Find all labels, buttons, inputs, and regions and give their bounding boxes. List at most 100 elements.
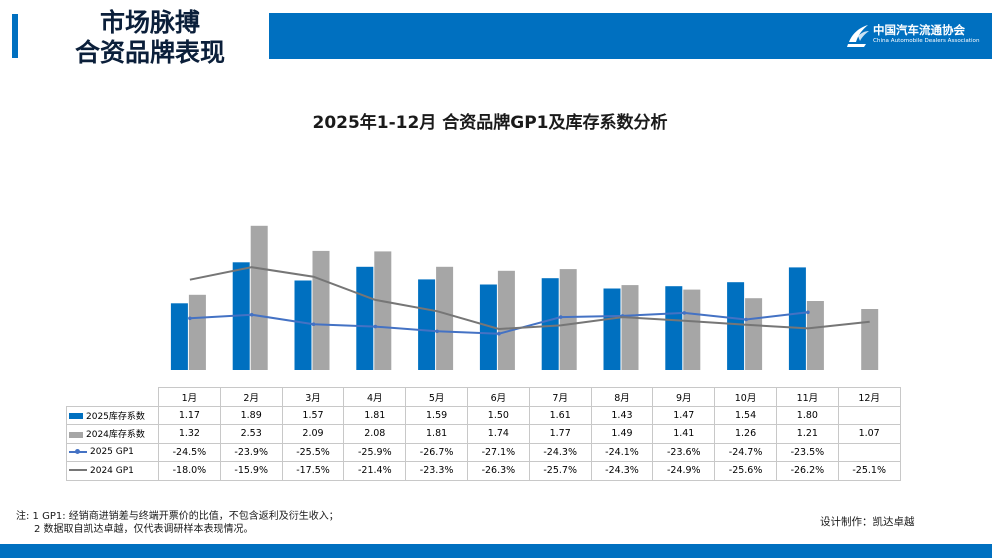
point-2025-gp1-6: [497, 331, 501, 336]
table-row: 2025 GP1 -24.5% -23.9% -25.5% -25.9% -26.7% -2…: [66, 442, 901, 462]
data-label-2: 1.89: [219, 405, 283, 425]
data-label-5: 1.59: [405, 405, 468, 425]
bar-2025-7: [541, 278, 559, 370]
data-label-11: -23.5%: [775, 442, 839, 462]
tick-label-month-8: 8月: [590, 387, 654, 407]
data-label-9: -23.6%: [652, 442, 716, 462]
page-title-line1: 市场脉搏: [99, 8, 200, 37]
legend-label: 2025库存系数: [86, 411, 145, 422]
association-logo-icon: [847, 25, 869, 47]
page-title-line2: 合资品牌表现: [74, 38, 225, 67]
data-label-9: 1.47: [652, 405, 716, 425]
tick-label-month-5: 5月: [405, 387, 468, 407]
association-name-cn: 中国汽车流通协会: [873, 23, 965, 37]
data-label-8: -24.1%: [590, 442, 654, 462]
data-label-6: -27.1%: [466, 442, 530, 462]
data-label-1: 1.17: [158, 405, 221, 425]
data-label-10: -24.7%: [714, 442, 777, 462]
tick-label-month-9: 9月: [652, 387, 716, 407]
data-label-10: 1.54: [714, 405, 777, 425]
data-label-5: -23.3%: [405, 461, 468, 481]
point-2025-gp1-9: [682, 311, 687, 315]
legend-entry: 2024 GP1: [66, 461, 159, 481]
table-row: 2025库存系数 1.17 1.89 1.57 1.81 1.59 1.50 1.61 1.43…: [66, 405, 901, 425]
legend-key: [69, 448, 87, 454]
association-name-en: China Automobile Dealers Association: [873, 38, 980, 44]
bar-2024-5: [436, 266, 454, 370]
footnote: 注: 1 GP1: 经销商进销差与终端开票价的比值，不包含返利及衍生收入； 2 …: [16, 510, 339, 536]
point-2025-gp1-3: [311, 322, 316, 327]
bar-2024-1: [188, 294, 206, 370]
legend-label: 2025 GP1: [90, 447, 134, 458]
point-2025-gp1-4: [373, 324, 378, 329]
tick-label-month-12: 12月: [837, 387, 901, 407]
legend-key: [69, 413, 83, 420]
point-2025-gp1-1: [188, 316, 192, 321]
tick-label-month-2: 2月: [219, 387, 283, 407]
bar-2024-10: [745, 298, 763, 370]
bar-2025-9: [665, 286, 683, 370]
data-table-header-row: 1月 2月 3月 4月 5月 6月 7月 8月 9月 10月 11月 12月: [66, 387, 901, 407]
data-label-12: -25.1%: [837, 461, 901, 481]
data-label-2: -23.9%: [219, 442, 283, 462]
bar-2025-4: [356, 266, 374, 370]
data-label-3: 1.57: [281, 405, 345, 425]
point-2025-gp1-11: [806, 310, 810, 315]
data-label-10: 1.26: [714, 424, 777, 444]
footnote-line1: 注: 1 GP1: 经销商进销差与终端开票价的比值，不包含返利及衍生收入；: [16, 511, 339, 522]
data-label-1: -24.5%: [158, 442, 221, 462]
data-label-8: 1.43: [590, 405, 654, 425]
data-label-7: -24.3%: [528, 442, 592, 462]
chart-title-wrap: 2025年1-12月 合资品牌GP1及库存系数分析: [0, 108, 992, 133]
footnote-line2: 2 数据取自凯达卓越，仅代表调研样本表现情况。: [34, 524, 254, 535]
bar-2024-4: [374, 251, 392, 370]
point-2025-gp1-2: [249, 312, 254, 317]
legend-entry: 2024库存系数: [66, 424, 159, 444]
tick-label-month-3: 3月: [281, 387, 345, 407]
design-credit: 设计制作：凯达卓越: [820, 516, 915, 528]
data-label-6: -26.3%: [466, 461, 530, 481]
data-label-11: 1.21: [775, 424, 839, 444]
data-label-4: 1.81: [343, 405, 407, 425]
data-label-9: 1.41: [652, 424, 716, 444]
data-label-5: -26.7%: [405, 442, 468, 462]
data-label-7: -25.7%: [528, 461, 592, 481]
legend-entry: 2025 GP1: [66, 442, 159, 462]
bar-2024-6: [497, 270, 515, 370]
bar-2024-2: [250, 225, 268, 370]
footer-bar: [0, 544, 992, 558]
point-2025-gp1-7: [558, 315, 563, 319]
bar-2025-8: [603, 288, 621, 370]
data-label-4: -21.4%: [343, 461, 407, 481]
data-label-6: 1.50: [466, 405, 530, 425]
header-banner: [269, 13, 992, 59]
data-label-4: -25.9%: [343, 442, 407, 462]
data-label-2: -15.9%: [219, 461, 283, 481]
data-label-7: 1.77: [528, 424, 592, 444]
data-label-7: 1.61: [528, 405, 592, 425]
tick-label-month-6: 6月: [466, 387, 530, 407]
bar-2025-11: [788, 267, 806, 370]
data-label-6: 1.74: [466, 424, 530, 444]
point-2025-gp1-5: [435, 329, 439, 334]
bar-2025-3: [294, 280, 312, 370]
bar-2025-1: [170, 303, 188, 370]
table-row: 2024 GP1 -18.0% -15.9% -17.5% -21.4% -23.3% -2…: [66, 461, 901, 481]
bar-2024-7: [559, 269, 577, 370]
data-label-9: -24.9%: [652, 461, 716, 481]
chart-title: 2025年1-12月 合资品牌GP1及库存系数分析: [312, 113, 668, 133]
bar-2024-3: [312, 250, 330, 370]
table-row: 2024库存系数 1.32 2.53 2.09 2.08 1.81 1.74 1.77 1.49…: [66, 424, 901, 444]
data-label-1: 1.32: [158, 424, 221, 444]
data-table-corner: [66, 387, 159, 407]
bar-2025-5: [418, 279, 436, 370]
data-label-11: -26.2%: [775, 461, 839, 481]
bar-2024-12: [861, 309, 879, 370]
data-table-body: 2025库存系数 1.17 1.89 1.57 1.81 1.59 1.50 1.61 1.43…: [66, 405, 901, 481]
data-label-11: 1.80: [775, 405, 839, 425]
data-label-3: 2.09: [281, 424, 345, 444]
data-label-4: 2.08: [343, 424, 407, 444]
data-label-8: -24.3%: [590, 461, 654, 481]
legend-label: 2024 GP1: [90, 465, 134, 476]
